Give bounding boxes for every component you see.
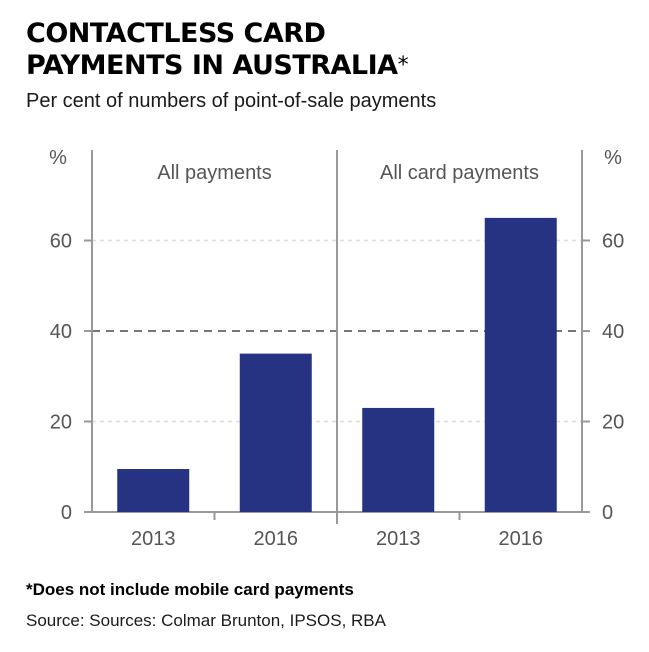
bar-panel1-2013 xyxy=(117,469,190,512)
title-asterisk: * xyxy=(397,53,409,78)
title-line-2: PAYMENTS IN AUSTRALIA* xyxy=(26,50,409,82)
source-note: Source: Sources: Colmar Brunton, IPSOS, … xyxy=(26,611,386,630)
y-unit-label-right: % xyxy=(604,147,622,169)
bar-panel2-2016 xyxy=(484,217,557,512)
bar-panel2-2013 xyxy=(362,407,435,512)
x-tick-label-panel2-2016: 2016 xyxy=(499,528,544,550)
panel-title-2: All card payments xyxy=(380,162,539,184)
x-tick-label-panel1-2013: 2013 xyxy=(131,528,176,550)
y-tick-label-left-20: 20 xyxy=(50,412,72,434)
y-tick-label-left-40: 40 xyxy=(50,321,72,343)
chart-subtitle: Per cent of numbers of point-of-sale pay… xyxy=(26,90,437,112)
y-unit-label-left: % xyxy=(49,147,67,169)
x-tick-label-panel1-2016: 2016 xyxy=(254,528,299,550)
panel-title-1: All payments xyxy=(157,162,272,184)
bar-panel1-2016 xyxy=(239,353,312,512)
y-tick-label-right-20: 20 xyxy=(602,412,624,434)
chart-title: CONTACTLESS CARD PAYMENTS IN AUSTRALIA* xyxy=(26,18,409,82)
y-tick-label-right-60: 60 xyxy=(602,231,624,253)
y-tick-label-right-40: 40 xyxy=(602,321,624,343)
y-tick-label-right-0: 0 xyxy=(602,502,613,524)
title-line-2-text: PAYMENTS IN AUSTRALIA xyxy=(26,50,398,81)
x-tick-label-panel2-2013: 2013 xyxy=(376,528,421,550)
footnote: *Does not include mobile card payments xyxy=(26,580,354,599)
y-tick-label-left-0: 0 xyxy=(61,502,72,524)
title-line-1: CONTACTLESS CARD xyxy=(26,18,326,49)
y-tick-label-left-60: 60 xyxy=(50,231,72,253)
